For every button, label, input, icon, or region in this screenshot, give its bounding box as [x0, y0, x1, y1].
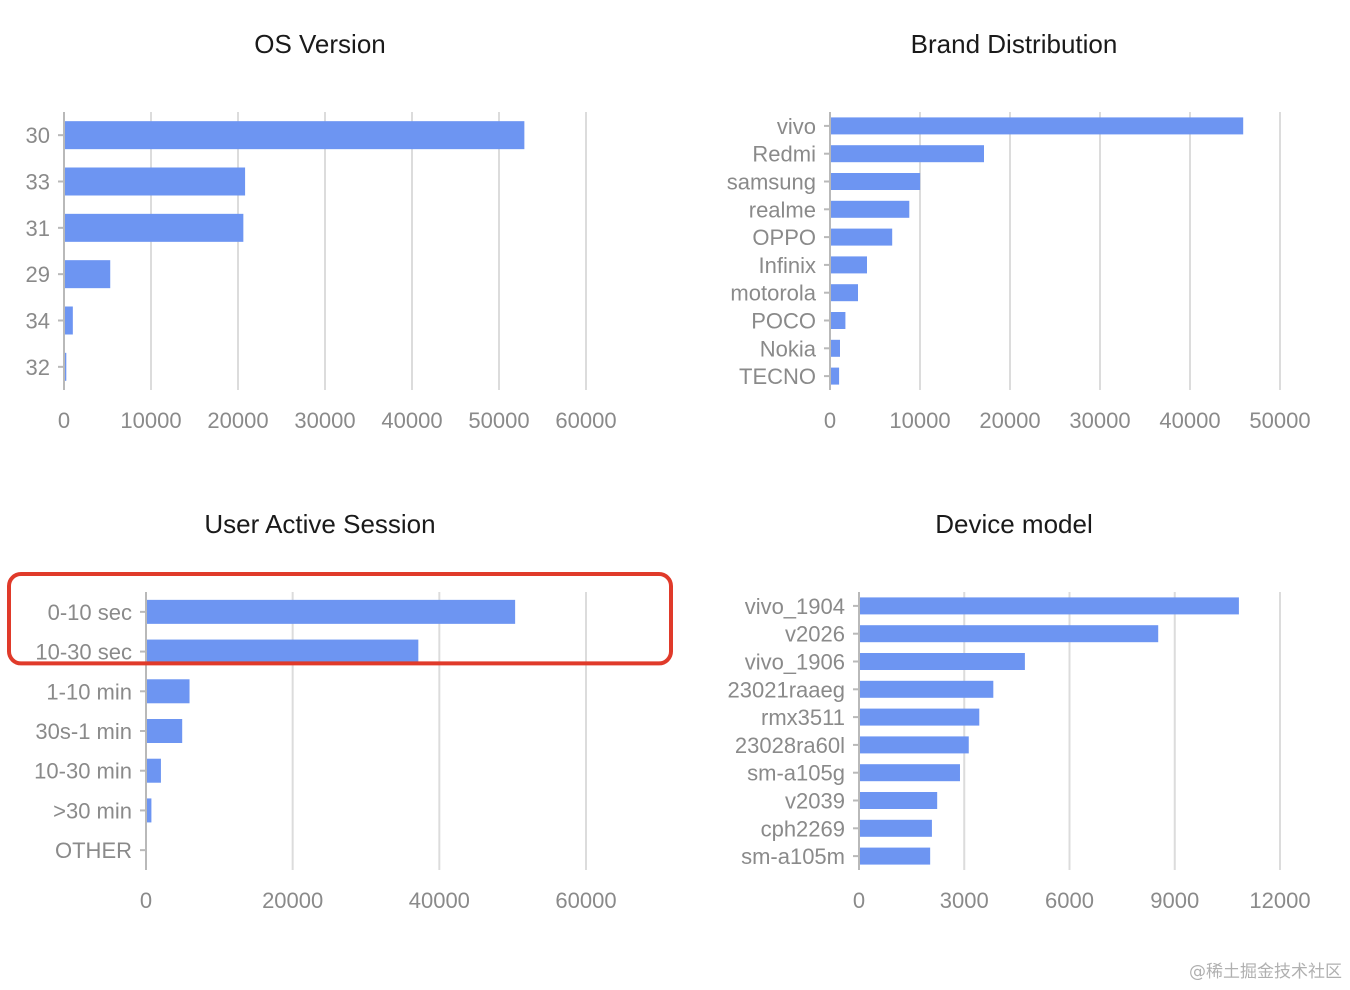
- bar: [65, 260, 111, 289]
- bar: [860, 819, 932, 837]
- bar: [860, 764, 960, 782]
- y-tick-label: Redmi: [752, 142, 816, 167]
- bar: [147, 758, 161, 783]
- chart-title: OS Version: [254, 29, 386, 59]
- bar: [147, 599, 516, 624]
- x-tick-label: 10000: [889, 408, 950, 433]
- bar: [831, 228, 893, 246]
- x-tick-label: 30000: [1069, 408, 1130, 433]
- x-tick-label: 6000: [1045, 888, 1094, 913]
- highlight-box: [7, 572, 673, 666]
- x-tick-label: 0: [824, 408, 836, 433]
- y-tick-label: vivo: [777, 114, 816, 139]
- bar: [65, 306, 73, 335]
- y-tick-label: cph2269: [761, 816, 845, 841]
- x-tick-label: 40000: [1159, 408, 1220, 433]
- bar: [860, 847, 931, 865]
- x-tick-label: 20000: [207, 408, 268, 433]
- x-tick-label: 0: [140, 888, 152, 913]
- x-tick-label: 0: [58, 408, 70, 433]
- bar: [831, 312, 846, 329]
- x-tick-label: 0: [853, 888, 865, 913]
- x-tick-label: 40000: [409, 888, 470, 913]
- bar: [65, 352, 67, 381]
- x-tick-label: 12000: [1249, 888, 1310, 913]
- bar: [147, 798, 152, 823]
- x-tick-label: 3000: [940, 888, 989, 913]
- bar: [147, 639, 419, 664]
- bar: [860, 597, 1239, 615]
- bar: [860, 680, 994, 698]
- y-tick-label: v2026: [785, 622, 845, 647]
- y-tick-label: motorola: [730, 281, 816, 306]
- y-tick-label: samsung: [727, 170, 816, 195]
- x-tick-label: 60000: [555, 888, 616, 913]
- bar: [860, 708, 980, 726]
- x-tick-label: 50000: [1249, 408, 1310, 433]
- y-tick-label: 29: [26, 262, 50, 287]
- y-tick-label: 23028ra60l: [735, 733, 845, 758]
- bar: [860, 625, 1159, 643]
- y-tick-label: 0-10 sec: [48, 600, 132, 625]
- y-tick-label: realme: [749, 197, 816, 222]
- bar: [65, 121, 525, 150]
- bar: [147, 719, 183, 743]
- y-tick-label: 34: [26, 309, 50, 334]
- x-tick-label: 30000: [294, 408, 355, 433]
- y-tick-label: 10-30 sec: [35, 640, 132, 665]
- y-tick-label: vivo_1906: [745, 650, 845, 675]
- y-tick-label: 33: [26, 170, 50, 195]
- y-tick-label: sm-a105m: [741, 844, 845, 869]
- bar: [860, 792, 938, 809]
- bar: [831, 284, 858, 302]
- y-tick-label: 10-30 min: [34, 759, 132, 784]
- y-tick-label: rmx3511: [761, 705, 845, 730]
- y-tick-label: 1-10 min: [46, 679, 132, 704]
- y-tick-label: 30: [26, 123, 50, 148]
- y-tick-label: 23021raaeg: [728, 677, 845, 702]
- bar: [831, 173, 921, 190]
- y-tick-label: v2039: [785, 789, 845, 814]
- bar: [147, 679, 190, 704]
- bar: [831, 367, 840, 385]
- y-tick-label: TECNO: [739, 364, 816, 389]
- y-tick-label: OTHER: [55, 838, 132, 863]
- y-tick-label: sm-a105g: [747, 761, 845, 786]
- x-tick-label: 20000: [979, 408, 1040, 433]
- chart-title: Device model: [935, 509, 1093, 539]
- bar: [831, 339, 840, 357]
- x-tick-label: 20000: [262, 888, 323, 913]
- x-tick-label: 9000: [1150, 888, 1199, 913]
- y-tick-label: vivo_1904: [745, 594, 845, 619]
- y-tick-label: Infinix: [759, 253, 816, 278]
- chart-title: User Active Session: [204, 509, 435, 539]
- x-tick-label: 10000: [120, 408, 181, 433]
- x-tick-label: 60000: [555, 408, 616, 433]
- bar: [831, 200, 910, 218]
- y-tick-label: POCO: [751, 309, 816, 334]
- y-tick-label: 30s-1 min: [35, 719, 132, 744]
- bar: [831, 145, 984, 163]
- watermark: @稀土掘金技术社区: [1189, 962, 1342, 982]
- chart-title: Brand Distribution: [911, 29, 1118, 59]
- bar: [65, 213, 244, 242]
- bar: [860, 653, 1025, 670]
- x-tick-label: 50000: [468, 408, 529, 433]
- bar: [860, 736, 969, 754]
- x-tick-label: 40000: [381, 408, 442, 433]
- y-tick-label: 31: [26, 216, 50, 241]
- bar: [65, 167, 246, 196]
- bar: [831, 256, 867, 274]
- y-tick-label: >30 min: [53, 798, 132, 823]
- y-tick-label: OPPO: [752, 225, 816, 250]
- y-tick-label: 32: [26, 355, 50, 380]
- bar: [831, 117, 1244, 135]
- y-tick-label: Nokia: [760, 336, 817, 361]
